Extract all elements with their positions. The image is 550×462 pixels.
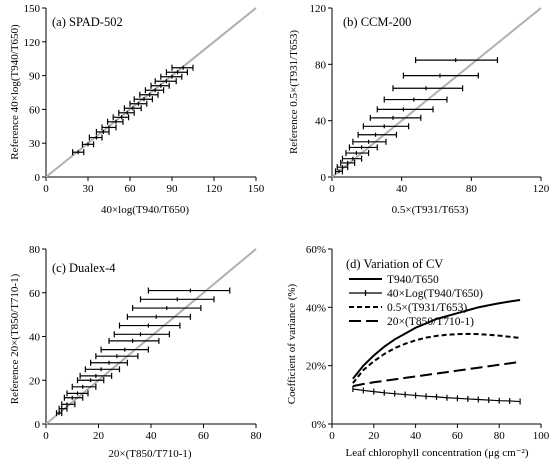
panel-c-x-tick-label: 0: [43, 430, 49, 442]
panel-a-y-tick-label: 120: [24, 37, 41, 49]
panel-d-y-tick-label: 20%: [306, 361, 326, 373]
panel-d-x-tick-label: 80: [494, 430, 506, 442]
panel-d-x-tick-label: 100: [533, 430, 550, 442]
panel-b-x-tick-label: 80: [466, 183, 478, 195]
panel-a-title: (a) SPAD-502: [52, 15, 123, 29]
panel-d-variation-of-cv: Coefficient of variance (%) Leaf chlorop…: [286, 244, 550, 459]
panel-a-xlabel: 40×log(T940/T650): [101, 204, 189, 216]
panel-b-ccm-200: Reference 0.5×(T931/T653) 0.5×(T931/T653…: [288, 3, 550, 216]
panel-c-x-tick-label: 20: [93, 430, 105, 442]
panel-b-ylabel: Reference 0.5×(T931/T653): [288, 30, 300, 154]
panel-b-y-tick-label: 80: [315, 59, 327, 71]
panel-b-title: (b) CCM-200: [343, 15, 411, 29]
panel-c-y-tick-label: 80: [29, 244, 41, 256]
panel-d-x-tick-label: 0: [329, 430, 335, 442]
panel-c-xlabel: 20×(T850/T710-1): [108, 448, 192, 460]
panel-a-y-tick-label: 90: [29, 71, 41, 83]
panel-b-xlabel: 0.5×(T931/T653): [392, 204, 469, 216]
panel-a-x-tick-label: 120: [206, 183, 223, 195]
panel-b-y-tick-label: 0: [321, 172, 327, 184]
panel-b-x-tick-label: 120: [533, 183, 550, 195]
panel-c-y-tick-label: 40: [29, 332, 41, 344]
panel-a-y-tick-label: 60: [29, 104, 41, 116]
panel-d-x-tick-label: 60: [452, 430, 464, 442]
panel-b-y-tick-label: 120: [310, 3, 327, 15]
panel-c-y-tick-label: 0: [35, 419, 41, 431]
panel-b-x-tick-label: 40: [396, 183, 408, 195]
panel-a-ylabel: Reference 40×log(T940/T650): [9, 24, 21, 160]
panel-d-ylabel: Coefficient of variance (%): [286, 283, 298, 404]
panel-b-x-tick-label: 0: [329, 183, 335, 195]
panel-d-series-line-4: [352, 360, 521, 388]
panel-a-x-tick-label: 0: [43, 183, 49, 195]
legend-label-1: T940/T650: [387, 274, 439, 286]
panel-b-one-to-one-line: [331, 7, 542, 178]
panel-d-x-tick-label: 40: [410, 430, 422, 442]
panel-c-x-tick-label: 40: [146, 430, 158, 442]
panel-c-y-tick-label: 20: [29, 375, 41, 387]
panel-b-y-tick-label: 40: [315, 116, 327, 128]
panel-d-y-tick-label: 60%: [306, 244, 326, 256]
panel-c-ylabel: Reference 20×(T850/T710-1): [9, 273, 21, 404]
panel-c-one-to-one-line: [45, 248, 257, 425]
panel-c-x-tick-label: 60: [198, 430, 210, 442]
legend-label-4: 20×(T850/T710-1): [387, 316, 474, 328]
panel-d-title: (d) Variation of CV: [346, 257, 443, 271]
panel-c-x-tick-label: 80: [251, 430, 263, 442]
panel-d-series-line-3: [352, 332, 521, 384]
panel-a-y-tick-label: 0: [35, 172, 41, 184]
panel-a-x-tick-label: 60: [125, 183, 137, 195]
panel-c-title: (c) Dualex-4: [52, 261, 116, 275]
panel-d-xlabel: Leaf chlorophyll concentration (μg cm⁻²): [346, 447, 529, 459]
panel-c-y-tick-label: 60: [29, 288, 41, 300]
panel-a-x-tick-label: 90: [167, 183, 179, 195]
panel-a-spad-502: Reference 40×log(T940/T650) 40×log(T940/…: [9, 3, 265, 216]
legend-label-3: 0.5×(T931/T653): [387, 302, 467, 314]
panel-d-y-tick-label: 0%: [311, 419, 326, 431]
panel-a-one-to-one-line: [45, 7, 257, 178]
panel-a-x-tick-label: 30: [83, 183, 95, 195]
panel-d-series-line-1: [352, 299, 521, 380]
legend-label-2: 40×Log(T940/T650): [387, 288, 483, 300]
panel-a-y-tick-label: 150: [24, 3, 41, 15]
panel-a-x-tick-label: 150: [248, 183, 265, 195]
panel-a-y-tick-label: 30: [29, 138, 41, 150]
panel-d-x-tick-label: 20: [368, 430, 380, 442]
panel-d-y-tick-label: 40%: [306, 302, 326, 314]
panel-c-dualex-4: Reference 20×(T850/T710-1) 20×(T850/T710…: [9, 244, 262, 460]
